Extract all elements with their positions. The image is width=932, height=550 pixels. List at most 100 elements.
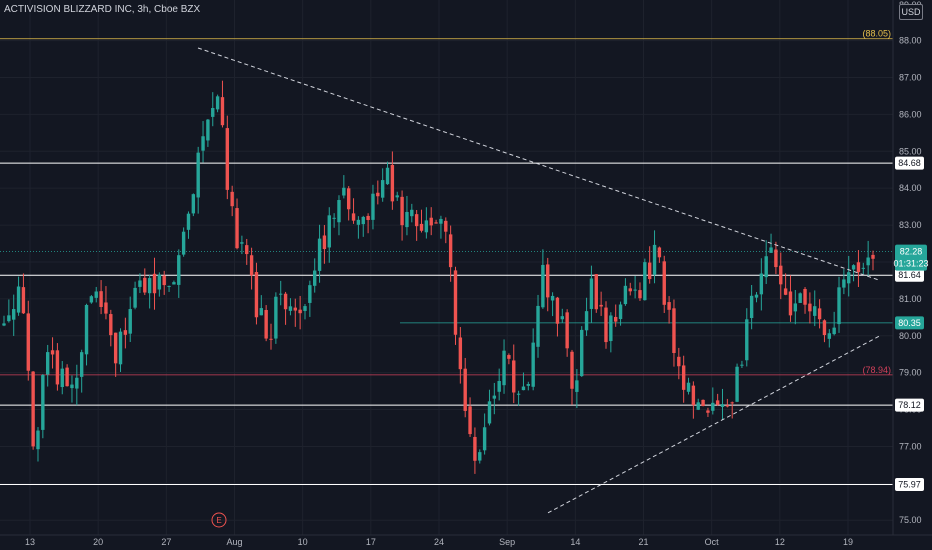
y-tick-label: 87.00: [899, 72, 922, 82]
level-value: (88.05): [862, 29, 891, 39]
candle-body: [104, 302, 108, 314]
candle-body: [657, 247, 662, 258]
current-price-countdown: 01:31:23: [893, 259, 928, 269]
candle-body: [740, 364, 744, 366]
candle-body: [536, 305, 540, 347]
currency-button[interactable]: USD: [899, 4, 923, 20]
trendlines: [197, 47, 881, 514]
candle-body: [147, 278, 152, 294]
x-tick-label: 24: [434, 537, 444, 547]
candle-body: [453, 270, 458, 335]
candle-body: [439, 218, 443, 224]
candle-body: [526, 384, 531, 386]
candle-body: [419, 223, 424, 231]
x-tick-label: Oct: [705, 537, 720, 547]
candle-body: [245, 245, 249, 255]
event-marker-label: E: [216, 516, 221, 525]
trendline[interactable]: [197, 47, 881, 281]
y-tick-label: 75.00: [899, 515, 922, 525]
candle-body: [313, 270, 317, 286]
candle-body: [594, 274, 598, 310]
candle-body: [444, 220, 448, 232]
candle-body: [322, 235, 327, 250]
candle-body: [715, 400, 720, 405]
candle-body: [429, 217, 433, 226]
level-tag-bg: [895, 156, 924, 170]
candle-body: [123, 330, 128, 335]
level-tag: 81.64: [895, 268, 924, 282]
level-tag: 78.12: [895, 398, 924, 412]
trendline[interactable]: [547, 335, 881, 514]
candle-body: [837, 287, 841, 325]
level-tag: (88.05): [862, 29, 891, 39]
candle-body: [779, 265, 783, 285]
candle-body: [99, 291, 103, 307]
candlesticks: [2, 80, 875, 474]
candle-body: [701, 399, 705, 407]
candle-body: [512, 360, 516, 393]
candle-body: [36, 430, 40, 450]
candle-body: [822, 320, 827, 336]
x-tick-label: 17: [366, 537, 376, 547]
x-tick-label: 19: [843, 537, 853, 547]
grid-lines: [0, 0, 893, 535]
candle-body: [50, 350, 55, 355]
candle-body: [113, 332, 118, 364]
candle-body: [346, 188, 351, 210]
candle-body: [308, 285, 312, 303]
candle-body: [672, 308, 676, 354]
earnings-event-marker[interactable]: E: [211, 512, 227, 528]
candle-body: [706, 410, 710, 413]
candle-body: [60, 368, 64, 388]
candle-body: [856, 262, 861, 273]
candle-body: [410, 209, 414, 217]
candle-body: [371, 193, 375, 220]
candle-body: [225, 128, 230, 190]
candle-body: [769, 247, 773, 253]
candle-body: [647, 262, 652, 280]
candle-body: [26, 313, 30, 371]
time-axis[interactable]: 13 20 27 Aug 10 17 24 Sep 14 21 Oct 12 19: [0, 534, 932, 547]
candle-body: [332, 217, 336, 219]
candle-body: [337, 200, 341, 223]
candle-body: [803, 288, 807, 305]
candle-body: [317, 238, 322, 271]
candle-body: [541, 264, 545, 308]
level-value: (78.94): [862, 365, 891, 375]
candle-body: [220, 97, 225, 126]
candle-body: [575, 380, 579, 392]
candle-body: [2, 323, 6, 326]
current-price-bg: [895, 244, 927, 271]
candle-body: [405, 211, 409, 228]
candle-body: [259, 308, 264, 316]
candle-body: [628, 288, 632, 292]
candle-body: [254, 272, 259, 318]
candle-body: [851, 265, 856, 270]
event-marker-circle[interactable]: [211, 512, 227, 528]
candle-body: [759, 273, 764, 295]
candle-body: [691, 385, 696, 406]
candle-body: [293, 307, 297, 311]
candle-body: [546, 264, 550, 298]
candle-body: [303, 306, 307, 311]
candle-body: [550, 295, 555, 301]
candle-body: [613, 316, 618, 322]
candle-body: [793, 303, 798, 312]
candle-body: [385, 167, 390, 185]
candle-body: [584, 311, 589, 331]
candle-body: [279, 293, 283, 295]
candle-body: [249, 255, 254, 276]
candle-body: [283, 293, 288, 310]
candle-body: [662, 261, 666, 305]
candle-body: [133, 287, 137, 308]
candle-body: [866, 257, 870, 266]
candle-body: [196, 152, 200, 198]
level-tag-bg: [895, 477, 924, 491]
horizontal-levels: [0, 38, 893, 485]
y-tick-label: 77.00: [899, 441, 922, 451]
x-tick-label: Aug: [226, 537, 242, 547]
x-tick-label: 21: [638, 537, 648, 547]
candle-body: [463, 368, 467, 411]
candle-body: [492, 395, 497, 399]
